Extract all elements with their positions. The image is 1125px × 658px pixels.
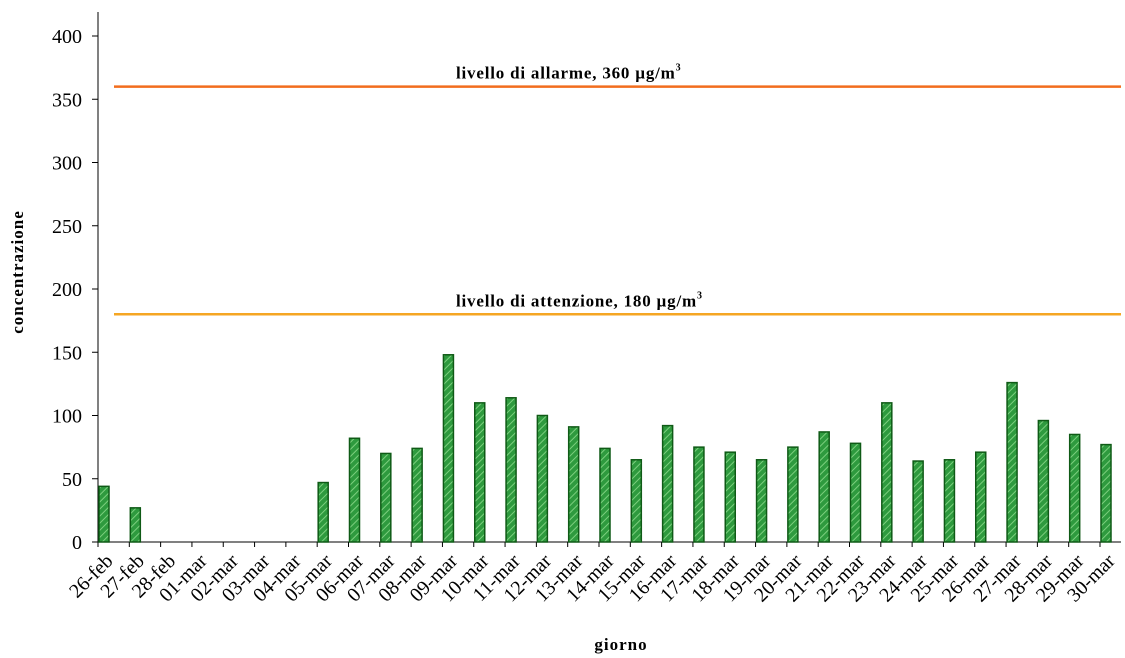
bar <box>380 452 392 543</box>
bar <box>943 459 956 543</box>
bar <box>630 459 643 543</box>
bar <box>1100 443 1112 543</box>
bar <box>975 451 987 543</box>
reference-line-label: livello di attenzione, 180 µg/m3 <box>456 290 703 310</box>
bar <box>98 485 110 543</box>
bar <box>505 397 517 543</box>
reference-line-label: livello di allarme, 360 µg/m3 <box>456 63 681 83</box>
y-tick-label: 400 <box>52 26 82 48</box>
bar <box>129 507 142 543</box>
y-tick-label: 50 <box>62 469 82 491</box>
y-tick-label: 150 <box>52 342 82 364</box>
x-axis-title: giorno <box>594 635 647 654</box>
y-ticks: 0 50 100 150 200 250 300 350 400 <box>52 26 98 554</box>
bar <box>1006 381 1018 543</box>
bar <box>599 447 611 543</box>
bar <box>1037 419 1050 543</box>
y-tick-label: 350 <box>52 89 82 111</box>
bar <box>849 442 862 543</box>
y-axis-title: concentrazione <box>8 210 27 334</box>
y-tick-label: 200 <box>52 279 82 301</box>
bar <box>411 447 423 543</box>
bar <box>724 451 736 543</box>
reference-lines: livello di allarme, 360 µg/m3 livello di … <box>114 63 1121 316</box>
bar <box>755 459 768 543</box>
y-tick-label: 250 <box>52 216 82 238</box>
bar <box>1068 433 1081 543</box>
y-tick-label: 300 <box>52 153 82 175</box>
bar <box>348 437 361 543</box>
bars <box>98 354 1112 543</box>
bar <box>661 424 674 543</box>
y-tick-label: 0 <box>72 532 82 554</box>
bar <box>818 431 830 543</box>
bar <box>881 402 893 543</box>
bar <box>787 446 799 543</box>
x-ticks: 26-feb27-feb28-feb01-mar02-mar03-mar04-m… <box>65 542 1120 606</box>
bar <box>474 402 486 543</box>
bar <box>442 354 455 543</box>
bar <box>693 446 705 543</box>
bar <box>912 460 924 543</box>
y-tick-label: 100 <box>52 406 82 428</box>
bar <box>567 426 580 543</box>
bar <box>317 481 329 543</box>
bar <box>536 414 549 543</box>
